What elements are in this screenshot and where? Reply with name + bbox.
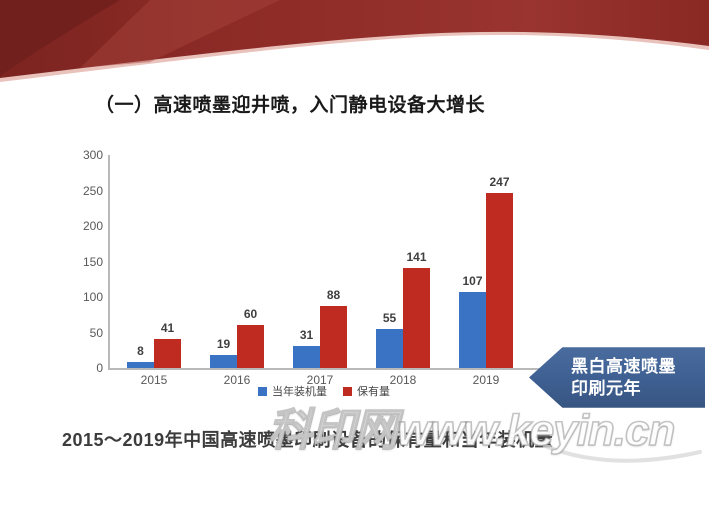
x-axis-label-2017: 2017 bbox=[306, 373, 334, 387]
callout-line2: 印刷元年 bbox=[571, 378, 641, 398]
bar-value-label: 55 bbox=[382, 311, 397, 325]
bar-value-label: 41 bbox=[160, 321, 175, 335]
ribbon-fold-dark bbox=[0, 0, 120, 76]
bar-value-label: 141 bbox=[406, 250, 427, 264]
bar-value-label: 60 bbox=[243, 307, 258, 321]
bar-保有量-2016 bbox=[237, 325, 264, 368]
bar-当年装机量-2017 bbox=[293, 346, 320, 368]
legend-swatch-icon bbox=[343, 386, 352, 396]
y-axis-tick-0: 0 bbox=[96, 361, 103, 375]
legend-item-当年装机量: 当年装机量 bbox=[258, 383, 327, 399]
bar-当年装机量-2018 bbox=[376, 329, 403, 368]
y-axis-tick-50: 50 bbox=[89, 325, 103, 340]
x-axis-label-2019: 2019 bbox=[472, 373, 500, 387]
callout-arrow: 黑白高速喷墨 印刷元年 bbox=[529, 347, 705, 408]
legend-swatch-icon bbox=[258, 386, 267, 396]
legend-label: 保有量 bbox=[357, 386, 390, 398]
bar-保有量-2018 bbox=[403, 268, 430, 368]
chart-legend: 当年装机量 保有量 bbox=[108, 384, 540, 398]
bar-当年装机量-2019 bbox=[459, 292, 486, 368]
ribbon-banner bbox=[0, 0, 709, 82]
x-axis-label-2018: 2018 bbox=[389, 373, 417, 387]
bar-当年装机量-2016 bbox=[210, 355, 237, 368]
bar-value-label: 247 bbox=[489, 175, 510, 189]
chart-caption: 2015～2019年中国高速喷墨印刷设备的保有量和当年装机量 bbox=[62, 430, 554, 450]
bar-保有量-2019 bbox=[486, 193, 513, 368]
y-axis-tick-100: 100 bbox=[82, 290, 103, 304]
bar-value-label: 107 bbox=[462, 274, 483, 288]
bar-value-label: 31 bbox=[299, 328, 314, 342]
x-axis-label-2015: 2015 bbox=[140, 373, 168, 387]
y-axis-tick-300: 300 bbox=[82, 148, 103, 162]
bar-当年装机量-2015 bbox=[127, 362, 154, 368]
watermark-text: 科印网www.keyin.cn bbox=[267, 405, 676, 456]
legend-label: 当年装机量 bbox=[272, 386, 327, 398]
bar-value-label: 8 bbox=[137, 344, 144, 358]
ribbon-band bbox=[0, 0, 709, 78]
bar-保有量-2015 bbox=[154, 339, 181, 368]
bar-保有量-2017 bbox=[320, 306, 347, 368]
bar-value-label: 88 bbox=[326, 288, 341, 302]
x-axis-label-2016: 2016 bbox=[223, 373, 251, 387]
y-axis-tick-150: 150 bbox=[82, 254, 103, 269]
bar-value-label: 19 bbox=[216, 337, 231, 351]
ribbon-highlight-edge bbox=[0, 31, 709, 82]
bar-chart-plot: 0 50 100 150 200 250 300 8 19 31 55 107 41 60 88 141 247… bbox=[83, 149, 542, 387]
y-axis-tick-250: 250 bbox=[82, 183, 103, 198]
swoosh-decoration bbox=[543, 444, 702, 463]
slide-title: （一）高速喷墨迎井喷，入门静电设备大增长 bbox=[95, 95, 486, 116]
ribbon-fold-light bbox=[80, 0, 280, 68]
legend-item-保有量: 保有量 bbox=[343, 383, 390, 399]
y-axis-tick-200: 200 bbox=[82, 219, 103, 233]
callout-line1: 黑白高速喷墨 bbox=[571, 357, 676, 377]
